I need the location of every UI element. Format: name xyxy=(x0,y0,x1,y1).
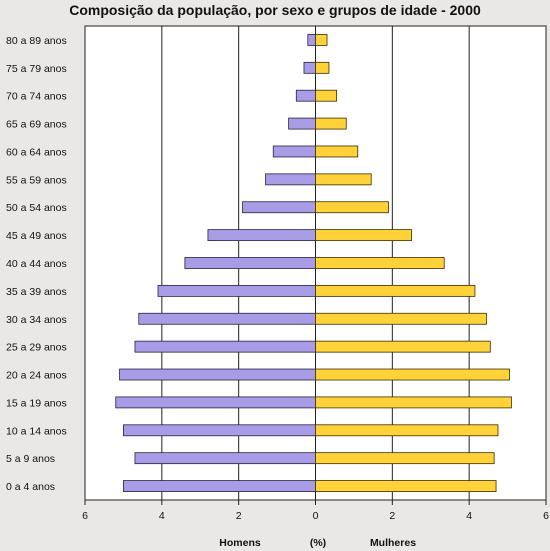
bar-homens xyxy=(207,229,316,242)
x-tick-label: 6 xyxy=(82,510,88,522)
category-label: 40 a 44 anos xyxy=(6,258,67,270)
x-tick-label: 2 xyxy=(389,510,395,522)
bar-mulheres xyxy=(315,201,389,214)
bar-mulheres xyxy=(315,480,497,492)
series-label-mulheres: Mulheres xyxy=(370,537,416,549)
category-label: 80 a 89 anos xyxy=(6,35,67,47)
category-label: 25 a 29 anos xyxy=(6,342,67,354)
bar-homens xyxy=(265,173,316,186)
bar-mulheres xyxy=(315,145,359,158)
bar-homens xyxy=(288,117,316,130)
bar-mulheres xyxy=(315,61,330,74)
bar-homens xyxy=(307,34,316,46)
x-tick-labels: 6 4 2 0 2 4 6 xyxy=(82,510,549,522)
bar-homens xyxy=(123,424,316,437)
bar-homens xyxy=(295,89,316,102)
category-label: 55 a 59 anos xyxy=(6,174,67,186)
bar-homens xyxy=(134,452,316,465)
bar-homens xyxy=(138,312,316,325)
category-label: 45 a 49 anos xyxy=(6,230,67,242)
category-label: 0 a 4 anos xyxy=(6,481,55,493)
category-label: 5 a 9 anos xyxy=(6,453,55,465)
category-label: 10 a 14 anos xyxy=(6,425,67,437)
bar-mulheres xyxy=(315,173,372,186)
gridlines xyxy=(84,26,547,505)
x-tick-label: 6 xyxy=(543,510,549,522)
bar-homens xyxy=(184,257,316,269)
bar-mulheres xyxy=(315,229,412,242)
chart-title: Composição da população, por sexo e grup… xyxy=(69,2,481,18)
bars xyxy=(115,34,512,492)
bar-homens xyxy=(134,340,316,353)
bar-mulheres xyxy=(315,117,347,130)
bar-mulheres xyxy=(315,89,338,102)
category-label: 20 a 24 anos xyxy=(6,370,67,382)
bar-homens xyxy=(115,396,316,409)
category-label: 75 a 79 anos xyxy=(6,63,67,75)
bar-mulheres xyxy=(315,396,512,409)
bar-mulheres xyxy=(315,257,445,269)
bar-mulheres xyxy=(315,368,510,381)
x-tick-label: 4 xyxy=(159,510,165,522)
bar-homens xyxy=(157,284,316,297)
series-label-homens: Homens xyxy=(219,537,261,549)
category-label: 70 a 74 anos xyxy=(6,91,67,103)
category-label: 50 a 54 anos xyxy=(6,202,67,214)
x-tick-label: 2 xyxy=(236,510,242,522)
x-tick-label: 0 xyxy=(313,510,319,522)
axis-unit-label: (%) xyxy=(310,537,326,549)
x-tick-label: 4 xyxy=(466,510,472,522)
bar-mulheres xyxy=(315,284,476,297)
category-label: 30 a 34 anos xyxy=(6,314,67,326)
category-label: 65 a 69 anos xyxy=(6,119,67,131)
category-label: 60 a 64 anos xyxy=(6,146,67,158)
bar-homens xyxy=(272,145,316,158)
bar-homens xyxy=(303,61,316,74)
bar-mulheres xyxy=(315,312,487,325)
bar-mulheres xyxy=(315,424,499,437)
bar-homens xyxy=(242,201,316,214)
bar-homens xyxy=(123,480,316,492)
category-label: 15 a 19 anos xyxy=(6,397,67,409)
bar-mulheres xyxy=(315,340,491,353)
bar-mulheres xyxy=(315,452,495,465)
category-label: 35 a 39 anos xyxy=(6,286,67,298)
age-group-labels: 80 a 89 anos 75 a 79 anos 70 a 74 anos 65 a… xyxy=(6,35,67,493)
bar-mulheres xyxy=(315,34,328,46)
bar-homens xyxy=(119,368,316,381)
